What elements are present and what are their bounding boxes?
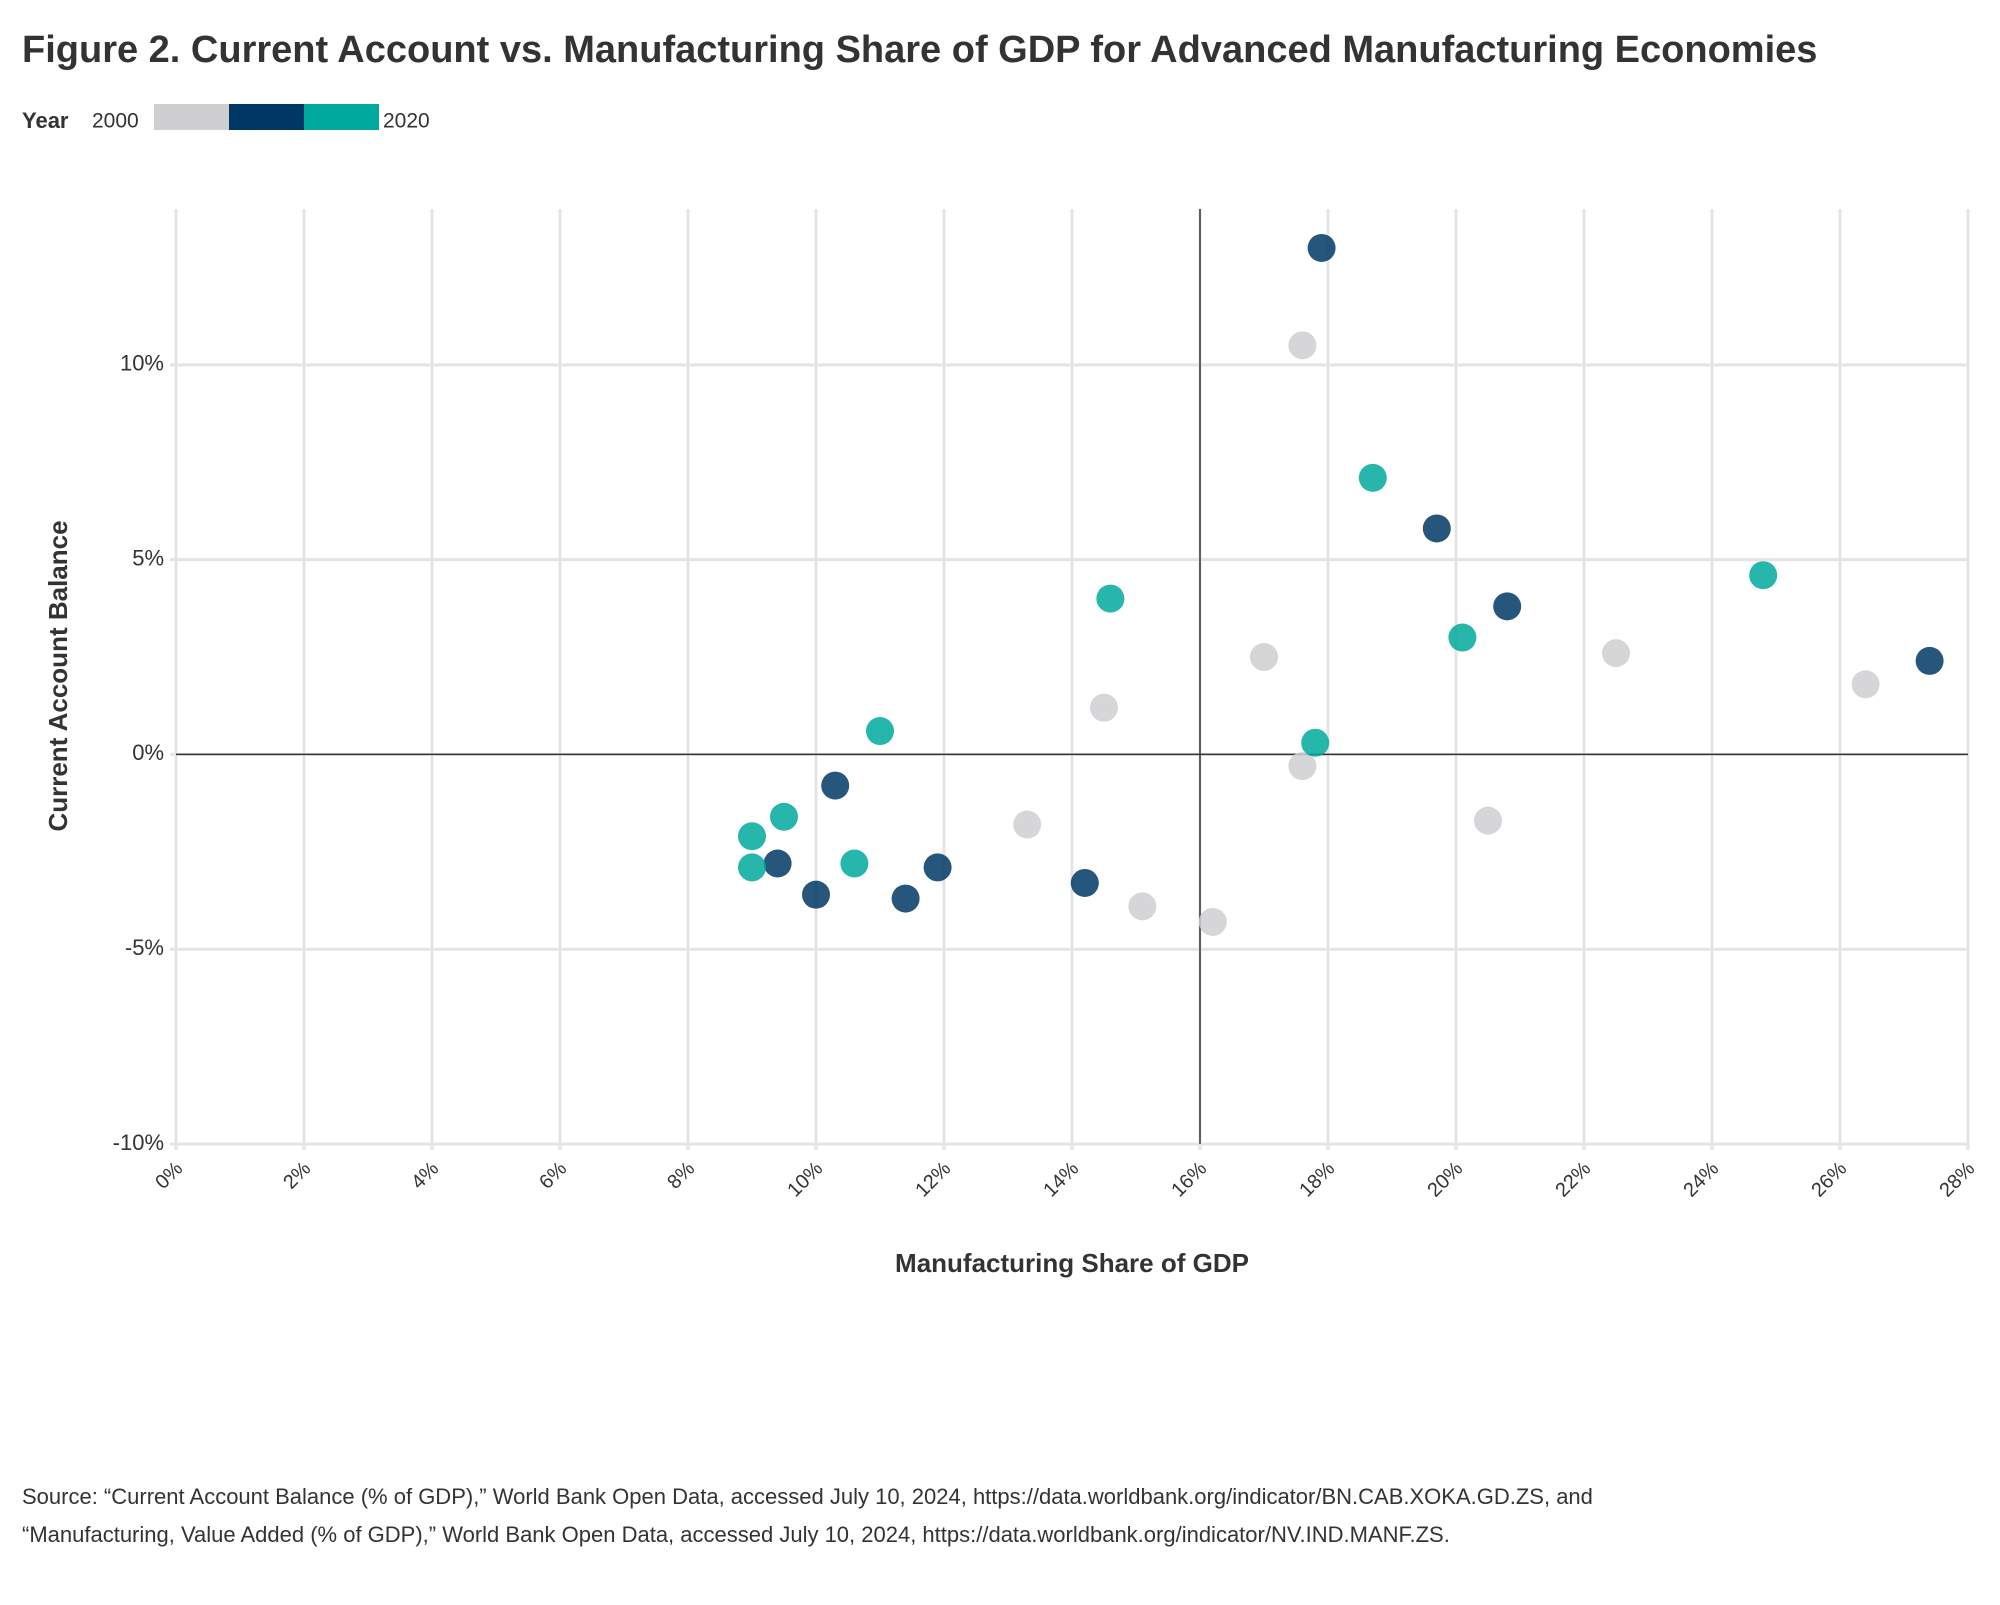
- data-point: [1013, 810, 1042, 839]
- data-point: [1358, 463, 1387, 492]
- source-line: Source: “Current Account Balance (% of G…: [22, 1484, 1593, 1509]
- data-point: [1090, 693, 1118, 722]
- data-point: [1301, 728, 1330, 757]
- source-line: “Manufacturing, Value Added (% of GDP),”…: [22, 1522, 1450, 1547]
- data-point: [1602, 639, 1630, 668]
- legend-label: 2000: [92, 110, 139, 133]
- legend-label: 2020: [383, 110, 430, 133]
- legend-swatch: [229, 104, 304, 130]
- data-point: [1749, 561, 1778, 590]
- x-axis-label: Manufacturing Share of GDP: [895, 1248, 1249, 1278]
- legend-title: Year: [22, 108, 69, 133]
- y-tick-label: 0%: [132, 740, 164, 765]
- data-point: [866, 717, 894, 746]
- x-tick-label: 8%: [663, 1158, 699, 1194]
- x-tick-label: 22%: [1551, 1158, 1595, 1202]
- x-tick-label: 20%: [1423, 1158, 1467, 1202]
- x-tick-label: 10%: [783, 1158, 827, 1202]
- data-point: [1070, 868, 1099, 897]
- x-tick-label: 18%: [1295, 1158, 1339, 1202]
- x-tick-label: 6%: [535, 1158, 571, 1194]
- data-point: [802, 880, 830, 909]
- y-tick-label: -5%: [125, 935, 164, 960]
- data-point: [763, 849, 792, 878]
- data-point: [840, 849, 869, 878]
- data-point: [770, 802, 798, 831]
- x-tick-label: 26%: [1807, 1158, 1851, 1202]
- data-point: [1288, 331, 1317, 360]
- x-tick-label: 16%: [1167, 1158, 1211, 1202]
- data-point: [1448, 623, 1477, 652]
- data-point: [1915, 646, 1944, 675]
- data-point: [738, 853, 766, 882]
- data-point: [821, 771, 850, 800]
- y-tick-label: -10%: [113, 1130, 164, 1155]
- x-tick-label: 12%: [911, 1158, 955, 1202]
- y-tick-label: 5%: [132, 545, 164, 570]
- legend-swatch: [304, 104, 379, 130]
- data-point: [891, 884, 920, 913]
- y-axis-label: Current Account Balance: [43, 520, 73, 831]
- data-point: [1422, 514, 1451, 543]
- x-tick-label: 2%: [279, 1158, 315, 1194]
- legend-swatch: [154, 104, 229, 130]
- x-tick-label: 4%: [407, 1158, 443, 1194]
- data-point: [923, 853, 952, 882]
- x-tick-label: 28%: [1935, 1158, 1979, 1202]
- data-point: [1474, 806, 1502, 835]
- data-point: [1493, 592, 1522, 621]
- data-point: [1128, 892, 1157, 921]
- x-tick-label: 24%: [1679, 1158, 1723, 1202]
- chart-title: Figure 2. Current Account vs. Manufactur…: [22, 29, 1817, 71]
- y-tick-label: 10%: [120, 351, 164, 376]
- data-point: [1250, 643, 1278, 672]
- data-point: [1307, 233, 1336, 262]
- data-point: [1198, 907, 1227, 936]
- x-tick-label: 14%: [1039, 1158, 1083, 1202]
- data-point: [738, 822, 766, 851]
- data-point: [1096, 584, 1125, 613]
- data-point: [1288, 752, 1317, 781]
- data-point: [1851, 670, 1880, 699]
- x-tick-label: 0%: [151, 1158, 187, 1194]
